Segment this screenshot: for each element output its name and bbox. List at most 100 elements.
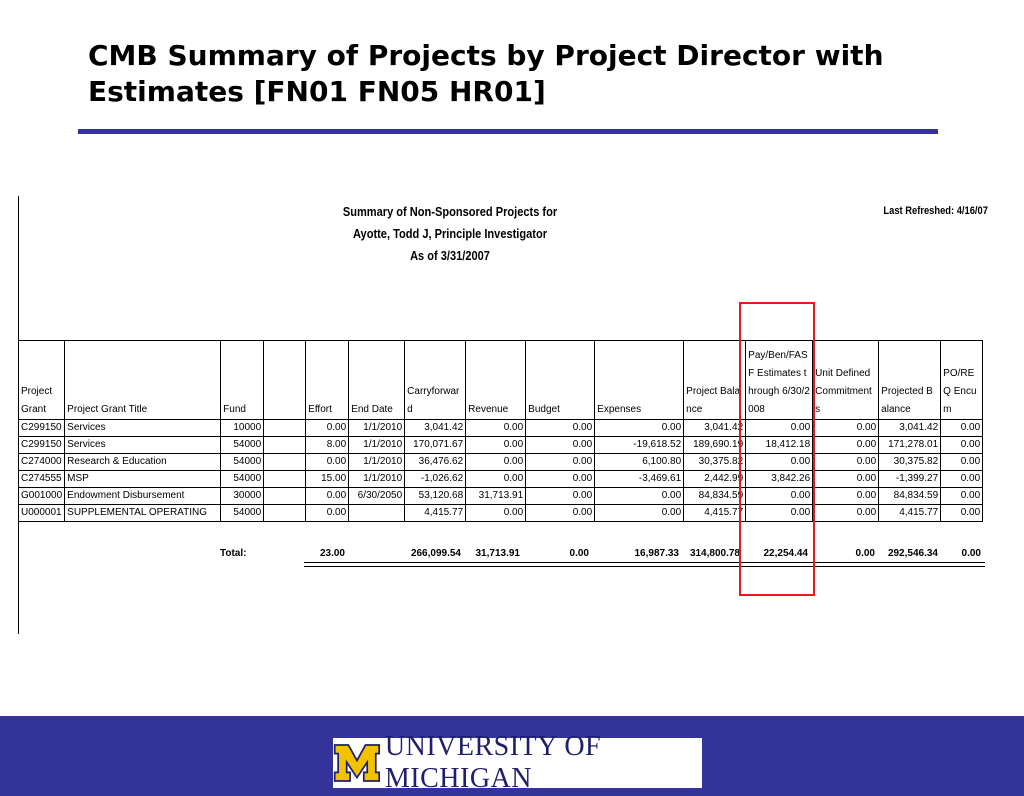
table-cell: 30,375.82 — [878, 453, 942, 471]
table-row: C274555 MSP 54000 15.00 1/1/2010 -1,026.62 0.0… — [17, 470, 984, 488]
column-header: Carryforward — [404, 340, 467, 420]
table-cell: C299150 — [17, 436, 66, 454]
table-cell: -1,399.27 — [878, 470, 942, 488]
table-cell: 0.00 — [525, 470, 596, 488]
table-cell: 0.00 — [305, 419, 350, 437]
table-cell: 1/1/2010 — [348, 453, 406, 471]
table-header-row: Project Grant Project Grant Title Fund E… — [17, 340, 984, 420]
table-cell: 0.00 — [465, 436, 527, 454]
column-header: Budget — [525, 340, 596, 420]
column-header: End Date — [348, 340, 406, 420]
table-cell — [263, 436, 307, 454]
slide-title-line1: CMB Summary of Projects by Project Direc… — [88, 39, 884, 72]
column-header — [263, 340, 307, 420]
table-cell — [348, 504, 406, 522]
column-header: Fund — [220, 340, 265, 420]
table-cell: Services — [64, 419, 222, 437]
table-cell: 0.00 — [940, 504, 984, 522]
table-cell: Services — [64, 436, 222, 454]
university-logo: UNIVERSITY OF MICHIGAN — [333, 731, 702, 794]
table-cell: 4,415.77 — [878, 504, 942, 522]
table-cell: 0.00 — [594, 419, 685, 437]
table-cell: 1/1/2010 — [348, 436, 406, 454]
totals-double-rule — [304, 562, 985, 567]
table-cell — [263, 487, 307, 505]
table-cell: 6,100.80 — [594, 453, 685, 471]
table-cell — [263, 504, 307, 522]
table-cell: 3,041.42 — [878, 419, 942, 437]
block-m-icon — [333, 744, 381, 782]
table-cell: 31,713.91 — [465, 487, 527, 505]
table-cell: SUPPLEMENTAL OPERATING — [64, 504, 222, 522]
totals-row: Total: 23.00 266,099.54 31,713.91 0.00 1… — [0, 548, 1024, 568]
table-cell: 4,415.77 — [404, 504, 467, 522]
table-cell: 189,690.19 — [683, 436, 747, 454]
table-cell: 0.00 — [465, 419, 527, 437]
column-header: Project Balance — [683, 340, 747, 420]
table-cell: 36,476.62 — [404, 453, 467, 471]
table-cell: 0.00 — [940, 436, 984, 454]
table-cell: 6/30/2050 — [348, 487, 406, 505]
table-cell: 0.00 — [525, 419, 596, 437]
table-row: U000001 SUPPLEMENTAL OPERATING 54000 0.00 4,… — [17, 504, 984, 522]
table-cell — [263, 470, 307, 488]
table-cell: C299150 — [17, 419, 66, 437]
table-cell: U000001 — [17, 504, 66, 522]
table-cell: 1/1/2010 — [348, 470, 406, 488]
table-row: G001000 Endowment Disbursement 30000 0.00 6/… — [17, 487, 984, 505]
table-cell: 54000 — [220, 470, 265, 488]
report-header-line1: Summary of Non-Sponsored Projects for — [342, 204, 558, 219]
table-cell: Research & Education — [64, 453, 222, 471]
slide-title: CMB Summary of Projects by Project Direc… — [88, 38, 968, 110]
total-expenses: 16,987.33 — [634, 548, 680, 559]
projects-table: Project Grant Project Grant Title Fund E… — [17, 340, 984, 522]
table-cell: 3,041.42 — [404, 419, 467, 437]
table-cell: 0.00 — [525, 453, 596, 471]
column-header: Projected Balance — [878, 340, 942, 420]
table-cell: 0.00 — [305, 487, 350, 505]
table-cell: 84,834.59 — [683, 487, 747, 505]
table-cell: MSP — [64, 470, 222, 488]
table-cell: 54000 — [220, 453, 265, 471]
total-projected-balance: 292,546.34 — [887, 548, 938, 559]
last-refreshed: Last Refreshed: 4/16/07 — [883, 205, 988, 217]
table-cell: 0.00 — [465, 470, 527, 488]
report-header: Summary of Non-Sponsored Projects for Ay… — [323, 201, 578, 267]
table-cell: 0.00 — [812, 470, 880, 488]
column-header: Project Grant — [17, 340, 66, 420]
table-cell: 0.00 — [465, 453, 527, 471]
column-header: PO/REQ Encum — [940, 340, 984, 420]
table-cell: 54000 — [220, 436, 265, 454]
title-divider — [78, 129, 938, 134]
column-header: Effort — [305, 340, 350, 420]
total-encum: 0.00 — [961, 548, 981, 559]
table-cell: 0.00 — [525, 436, 596, 454]
table-cell: 0.00 — [940, 453, 984, 471]
total-project-balance: 314,800.78 — [689, 548, 740, 559]
table-cell: 0.00 — [525, 487, 596, 505]
table-cell: 0.00 — [594, 487, 685, 505]
table-cell: 15.00 — [305, 470, 350, 488]
table-cell: 3,041.42 — [683, 419, 747, 437]
table-cell: 0.00 — [940, 487, 984, 505]
table-cell: 0.00 — [465, 504, 527, 522]
total-budget: 0.00 — [569, 548, 589, 559]
table-cell: 8.00 — [305, 436, 350, 454]
table-cell: -1,026.62 — [404, 470, 467, 488]
table-cell: 1/1/2010 — [348, 419, 406, 437]
slide-title-line2: Estimates [FN01 FN05 HR01] — [88, 75, 546, 108]
table-cell: Endowment Disbursement — [64, 487, 222, 505]
table-cell: 2,442.99 — [683, 470, 747, 488]
table-cell: 0.00 — [940, 419, 984, 437]
table-cell: 30,375.82 — [683, 453, 747, 471]
table-cell: 0.00 — [594, 504, 685, 522]
table-cell: 0.00 — [812, 487, 880, 505]
table-cell: -3,469.61 — [594, 470, 685, 488]
report-header-line3: As of 3/31/2007 — [410, 248, 490, 263]
table-cell: 0.00 — [305, 453, 350, 471]
table-cell: C274000 — [17, 453, 66, 471]
table-cell: 54000 — [220, 504, 265, 522]
table-row: C274000 Research & Education 54000 0.00 1/1/… — [17, 453, 984, 471]
total-carryforward: 266,099.54 — [410, 548, 461, 559]
table-cell: 170,071.67 — [404, 436, 467, 454]
